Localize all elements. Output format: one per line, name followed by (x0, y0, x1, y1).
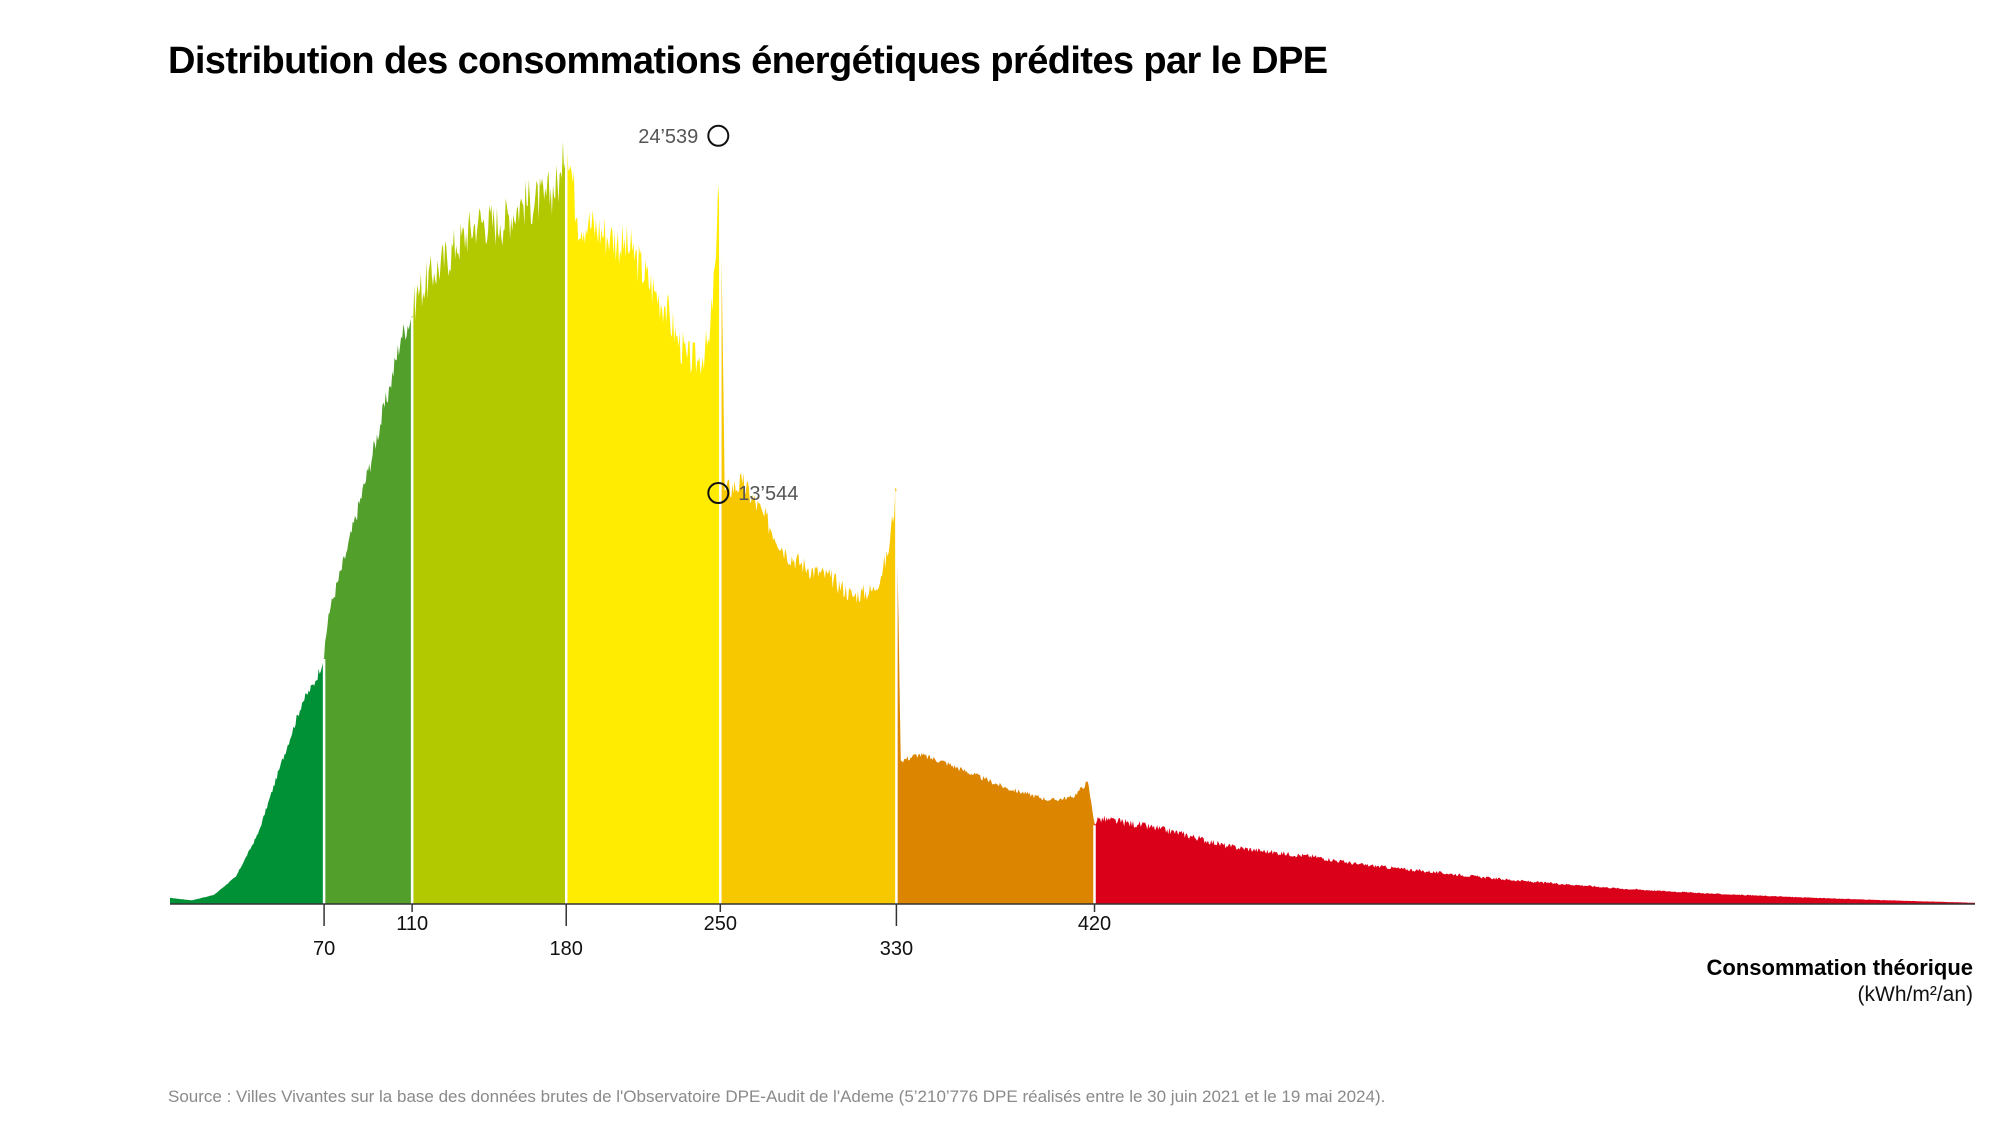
source-note: Source : Villes Vivantes sur la base des… (168, 1087, 1386, 1106)
area-bands (170, 126, 1975, 904)
x-axis-title-block: Consommation théorique (kWh/m²/an) (1707, 955, 1973, 1007)
area-band-330-420 (896, 489, 1095, 904)
x-axis-ticks: 70 110 180 250 330 420 (313, 904, 1111, 960)
class-dividers (322, 128, 1096, 904)
tick-label-110: 110 (396, 913, 428, 935)
tick-label-330: 330 (880, 938, 913, 960)
tick-label-250: 250 (704, 913, 737, 935)
annotations: 24’539 13’544 (638, 124, 798, 505)
annotation-label-1: 13’544 (738, 483, 798, 505)
area-band-250-330 (720, 156, 897, 904)
annotation-marker-1 (707, 482, 730, 505)
chart-title: Distribution des consommations énergétiq… (168, 40, 1328, 82)
annotation-label-0: 24’539 (638, 126, 698, 148)
area-band-420-820 (1094, 815, 1975, 904)
area-band-70-110 (324, 315, 413, 904)
x-axis-title: Consommation théorique (1706, 955, 1973, 980)
area-band-0-70 (170, 657, 325, 904)
annotation-marker-0 (707, 124, 730, 147)
tick-label-180: 180 (550, 938, 583, 960)
area-band-110-180 (412, 126, 567, 904)
tick-label-70: 70 (313, 938, 335, 960)
area-band-180-250 (566, 126, 721, 904)
x-axis-unit: (kWh/m²/an) (1857, 983, 1974, 1006)
tick-label-420: 420 (1078, 913, 1111, 935)
